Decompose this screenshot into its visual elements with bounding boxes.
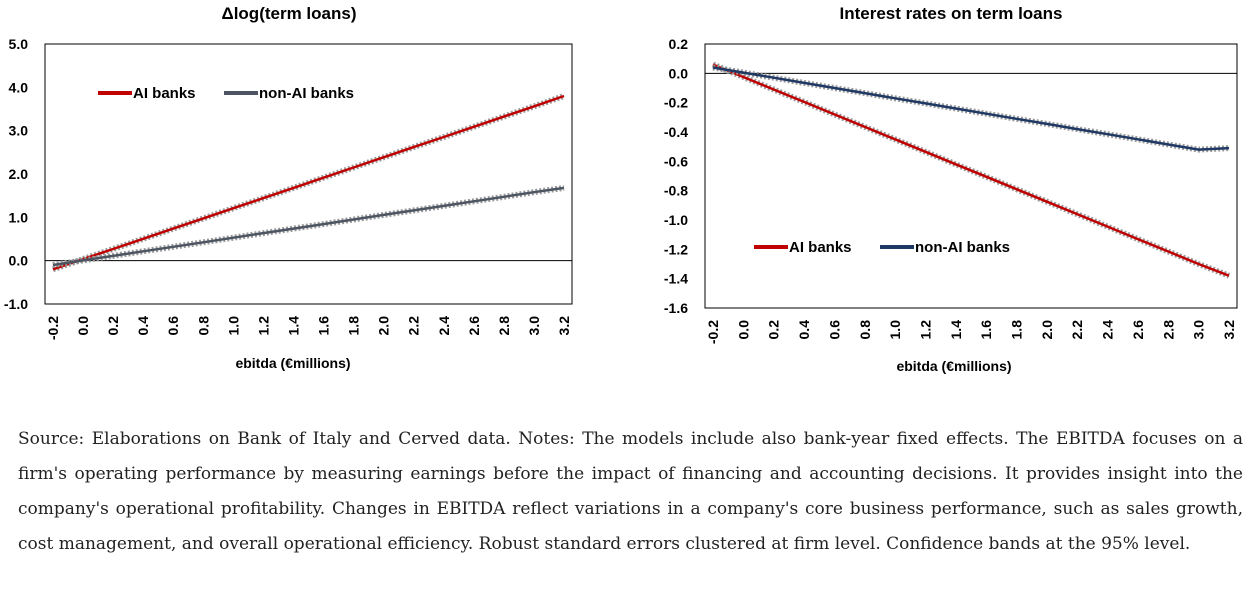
chart-left: Δlog(term loans) -1.00.01.02.03.04.05.0 … [4, 4, 573, 371]
x-tick-label: 3.0 [526, 316, 542, 336]
x-tick-label: 1.4 [948, 320, 964, 340]
legend-label: non-AI banks [259, 85, 354, 102]
y-tick-label: -0.8 [664, 183, 688, 199]
chart-right-series [711, 61, 1231, 279]
y-tick-label: -1.0 [4, 296, 28, 312]
y-tick-label: -1.2 [664, 241, 688, 257]
legend-label: non-AI banks [915, 239, 1010, 256]
y-tick-label: -1.4 [664, 271, 688, 287]
x-tick-label: 2.2 [406, 316, 422, 336]
series-line [712, 66, 1230, 151]
x-tick-label: 0.6 [165, 316, 181, 336]
x-tick-label: 0.4 [135, 316, 151, 336]
y-tick-label: 3.0 [9, 123, 29, 139]
x-tick-label: 1.8 [1009, 320, 1025, 340]
series-line [52, 94, 565, 271]
chart-right-legend: AI banks non-AI banks [754, 239, 1010, 256]
x-tick-label: 1.6 [316, 316, 332, 336]
series-line [712, 63, 1230, 277]
chart-right: Interest rates on term loans -1.6-1.4-1.… [664, 4, 1238, 374]
x-tick-label: 2.4 [436, 316, 452, 336]
x-tick-label: 0.2 [105, 316, 121, 336]
chart-right-x-axis: -0.2 0.0 0.2 0.4 0.6 0.8 1.0 1.2 1.4 1.6 1.8 2.0 2.2… [705, 320, 1237, 344]
y-tick-label: -0.4 [664, 124, 688, 140]
x-tick-label: 0.2 [766, 320, 782, 340]
figure-caption: Source: Elaborations on Bank of Italy an… [18, 429, 1243, 554]
x-tick-label: 1.0 [225, 316, 241, 336]
x-tick-label: 2.0 [1039, 320, 1055, 340]
x-tick-label: 1.2 [255, 316, 271, 336]
y-tick-label: 1.0 [9, 209, 29, 225]
y-tick-label: -0.6 [664, 153, 688, 169]
chart-left-legend: AI banks non-AI banks [98, 85, 354, 102]
y-tick-label: 0.0 [669, 65, 689, 81]
legend-label: AI banks [133, 85, 196, 102]
x-tick-label: 2.8 [1160, 320, 1176, 340]
y-tick-label: -1.6 [664, 300, 688, 316]
x-tick-label: 0.0 [75, 316, 91, 336]
chart-left-y-axis: -1.0 0.0 1.0 2.0 3.0 4.0 5.0 [4, 36, 28, 312]
x-tick-label: 2.0 [376, 316, 392, 336]
y-tick-label: 0.2 [669, 36, 689, 52]
y-tick-label: 0.0 [9, 253, 29, 269]
chart-right-plot-area [704, 43, 1238, 309]
x-tick-label: 2.6 [1130, 320, 1146, 340]
x-tick-label: 1.8 [346, 316, 362, 336]
x-tick-label: 3.0 [1191, 320, 1207, 340]
legend-label: AI banks [789, 239, 852, 256]
x-tick-label: 1.2 [917, 320, 933, 340]
x-tick-label: 2.4 [1100, 320, 1116, 340]
x-tick-label: 1.0 [887, 320, 903, 340]
chart-left-plot-area [44, 43, 573, 305]
x-tick-label: 3.2 [1221, 320, 1237, 340]
x-tick-label: 0.6 [826, 320, 842, 340]
x-tick-label: 0.8 [195, 316, 211, 336]
x-tick-label: 1.6 [978, 320, 994, 340]
chart-left-title: Δlog(term loans) [221, 4, 356, 23]
chart-right-x-axis-label: ebitda (€millions) [896, 358, 1011, 374]
figure: Δlog(term loans) -1.00.01.02.03.04.05.0 … [4, 4, 1238, 374]
y-tick-label: -1.0 [664, 212, 688, 228]
chart-left-series [52, 93, 565, 273]
series-line [52, 186, 565, 267]
y-tick-label: 2.0 [9, 166, 29, 182]
y-tick-label: 4.0 [9, 79, 29, 95]
x-tick-label: 2.6 [466, 316, 482, 336]
x-tick-label: 0.0 [735, 320, 751, 340]
x-tick-label: 2.2 [1069, 320, 1085, 340]
x-tick-label: -0.2 [45, 316, 61, 340]
x-tick-label: 0.4 [796, 320, 812, 340]
y-tick-label: 5.0 [9, 36, 29, 52]
x-tick-label: 2.8 [496, 316, 512, 336]
x-tick-label: 0.8 [857, 320, 873, 340]
chart-left-x-axis-label: ebitda (€millions) [235, 355, 350, 371]
chart-right-title: Interest rates on term loans [840, 4, 1063, 23]
x-tick-label: -0.2 [705, 320, 721, 344]
chart-left-x-axis: -0.2 0.0 0.2 0.4 0.6 0.8 1.0 1.2 1.4 1.6 1.8 2.0 2.2… [45, 316, 572, 340]
x-tick-label: 3.2 [556, 316, 572, 336]
x-tick-label: 1.4 [285, 316, 301, 336]
chart-right-y-axis: -1.6 -1.4 -1.2 -1.0 -0.8 -0.6 -0.4 -0.2 0.0 0.2 [664, 36, 688, 316]
y-tick-label: -0.2 [664, 95, 688, 111]
